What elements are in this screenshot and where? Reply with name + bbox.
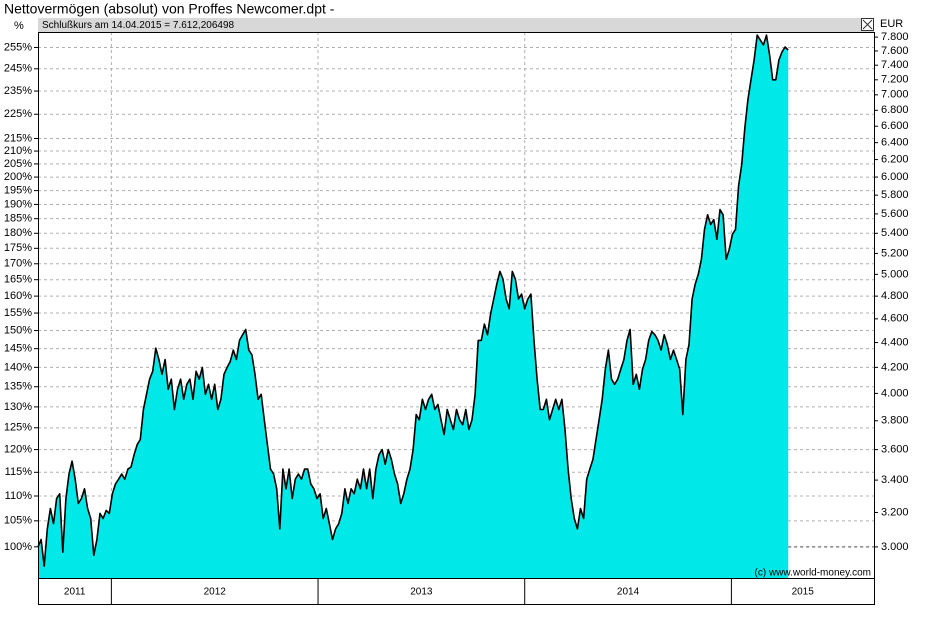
y-tick-label: 7.600 <box>881 45 909 57</box>
y2-tick-label: 165% <box>4 274 32 286</box>
y2-tick-label: 145% <box>4 343 32 355</box>
y2-tick-label: 125% <box>4 422 32 434</box>
y-tick-label: 6.000 <box>881 171 909 183</box>
y-tick-label: 4.600 <box>881 313 909 325</box>
y2-tick-label: 160% <box>4 290 32 302</box>
y-tick-label: 4.400 <box>881 336 909 348</box>
y2-tick-label: 170% <box>4 258 32 270</box>
y2-tick-label: 180% <box>4 227 32 239</box>
y2-tick-label: 195% <box>4 184 32 196</box>
y2-tick-label: 155% <box>4 307 32 319</box>
y2-tick-label: 130% <box>4 401 32 413</box>
y-tick-label: 7.200 <box>881 74 909 86</box>
y2-tick-label: 255% <box>4 41 32 53</box>
y-tick-label: 5.600 <box>881 208 909 220</box>
x-band-label: 2015 <box>792 587 815 598</box>
y-tick-label: 4.200 <box>881 361 909 373</box>
y2-tick-label: 140% <box>4 361 32 373</box>
y-tick-label: 7.400 <box>881 59 909 71</box>
line <box>37 34 789 567</box>
y-tick-label: 7.000 <box>881 89 909 101</box>
y2-tick-label: 235% <box>4 85 32 97</box>
y2-axis-title: % <box>14 20 24 32</box>
y2-tick-label: 135% <box>4 381 32 393</box>
y-tick-label: 5.200 <box>881 247 909 259</box>
y2-tick-label: 210% <box>4 145 32 157</box>
credit: (c) www.world-money.com <box>755 568 872 579</box>
area <box>38 35 789 579</box>
y-tick-label: 3.000 <box>881 541 909 553</box>
y-tick-label: 6.400 <box>881 137 909 149</box>
y2-tick-label: 175% <box>4 242 32 254</box>
y-tick-label: 5.400 <box>881 227 909 239</box>
y-tick-label: 5.000 <box>881 268 909 280</box>
y-tick-label: 6.200 <box>881 153 909 165</box>
x-band-label: 2013 <box>410 587 433 598</box>
x-band-label: 2011 <box>64 587 86 598</box>
y2-tick-label: 215% <box>4 132 32 144</box>
y-tick-label: 3.600 <box>881 444 909 456</box>
y2-tick-label: 190% <box>4 198 32 210</box>
y2-tick-label: 225% <box>4 108 32 120</box>
y2-tick-label: 120% <box>4 443 32 455</box>
y2-tick-label: 110% <box>5 490 33 502</box>
y2-tick-label: 100% <box>4 541 32 553</box>
y-tick-label: 5.800 <box>881 189 909 201</box>
header-bar <box>38 18 874 32</box>
y-tick-label: 4.800 <box>881 290 909 302</box>
close-icon[interactable] <box>861 18 874 31</box>
y-tick-label: 4.000 <box>881 387 909 399</box>
y2-tick-label: 105% <box>4 515 32 527</box>
y-tick-label: 3.800 <box>881 415 909 427</box>
y-axis-title: EUR <box>880 18 903 30</box>
y-tick-label: 3.200 <box>881 506 909 518</box>
y2-tick-label: 150% <box>4 324 32 336</box>
y2-tick-label: 205% <box>4 158 32 170</box>
y-tick-label: 3.400 <box>881 474 909 486</box>
x-band-label: 2012 <box>204 587 227 598</box>
y2-tick-label: 115% <box>5 466 33 478</box>
x-band-label: 2014 <box>617 587 640 598</box>
y-tick-label: 7.800 <box>881 31 909 43</box>
y2-tick-label: 245% <box>4 63 32 75</box>
header-text: Schlußkurs am 14.04.2015 = 7.612,206498 <box>42 20 235 31</box>
y-tick-label: 6.800 <box>881 104 909 116</box>
y-tick-label: 6.600 <box>881 120 909 132</box>
close-cross <box>862 19 873 30</box>
chart-title: Nettovermögen (absolut) von Proffes Newc… <box>4 1 335 17</box>
y2-tick-label: 200% <box>4 171 32 183</box>
x-axis-band <box>38 578 875 605</box>
y2-tick-label: 185% <box>4 213 32 225</box>
